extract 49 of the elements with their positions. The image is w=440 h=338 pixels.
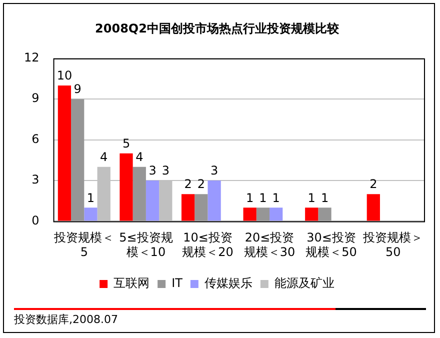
y-tick-label: 6 <box>32 132 40 146</box>
bar <box>366 194 380 221</box>
bar <box>58 86 72 221</box>
bar <box>71 99 84 221</box>
x-tick-label: 10≤投资规模＜20 <box>182 230 234 259</box>
x-tick-label: 5≤投资规模＜10 <box>119 230 173 259</box>
bar <box>243 208 256 221</box>
chart-title: 2008Q2中国创投市场热点行业投资规模比较 <box>95 21 340 36</box>
bar <box>132 166 146 221</box>
data-label: 1 <box>259 190 267 205</box>
x-tick-label: 投资规模＞50 <box>362 230 424 259</box>
data-label: 1 <box>320 190 329 205</box>
legend-label: IT <box>172 276 184 290</box>
bar <box>181 194 195 221</box>
x-tick-label: 投资规模＜5 <box>53 230 114 259</box>
data-label: 1 <box>272 190 280 205</box>
data-label: 2 <box>197 177 205 192</box>
data-label: 1 <box>308 190 316 205</box>
data-label: 5 <box>122 136 130 150</box>
data-label: 3 <box>162 164 170 178</box>
x-tick-label: 30≤投资规模＜50 <box>306 230 357 259</box>
data-label: 4 <box>100 150 108 164</box>
data-label: 3 <box>148 164 156 178</box>
bar <box>208 180 221 221</box>
data-label: 1 <box>86 190 95 205</box>
data-label: 2 <box>370 177 378 192</box>
bar <box>256 208 270 221</box>
data-label: 4 <box>136 150 144 164</box>
data-label: 3 <box>210 164 218 178</box>
bar <box>194 194 208 221</box>
data-label: 2 <box>184 177 192 192</box>
data-label: 10 <box>56 68 72 83</box>
bar <box>305 208 318 221</box>
bar <box>146 180 160 221</box>
bar <box>84 208 98 221</box>
y-tick-label: 9 <box>32 91 40 106</box>
data-label: 9 <box>74 82 82 96</box>
text: 投资数据库,2008.07 <box>14 312 118 327</box>
y-tick-label: 3 <box>32 172 40 187</box>
legend-label: 能源及矿业 <box>274 276 334 290</box>
data-label: 1 <box>246 190 254 205</box>
bar <box>120 153 133 221</box>
bar <box>270 208 283 221</box>
y-tick-label: 0 <box>32 213 40 228</box>
bar <box>318 208 332 221</box>
y-tick-label: 12 <box>24 50 40 65</box>
legend-label: 传媒娱乐 <box>204 276 252 290</box>
x-tick-label: 20≤投资规模＜30 <box>244 230 296 259</box>
legend-label: 互联网 <box>114 276 150 290</box>
